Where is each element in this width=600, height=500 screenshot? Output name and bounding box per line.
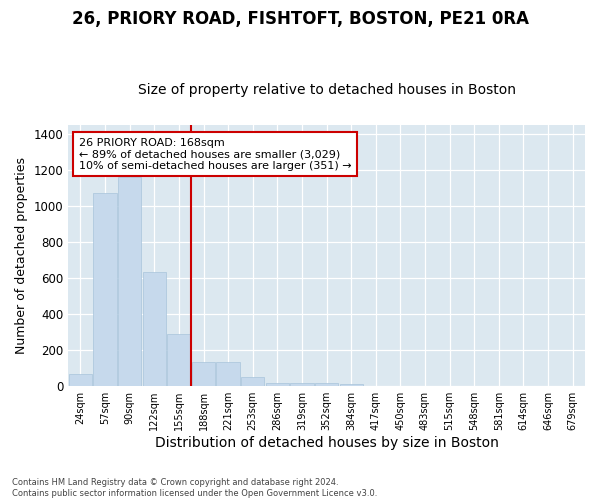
Bar bbox=[290, 382, 314, 386]
Y-axis label: Number of detached properties: Number of detached properties bbox=[15, 157, 28, 354]
Bar bbox=[69, 374, 92, 386]
Text: 26 PRIORY ROAD: 168sqm
← 89% of detached houses are smaller (3,029)
10% of semi-: 26 PRIORY ROAD: 168sqm ← 89% of detached… bbox=[79, 138, 351, 171]
Bar bbox=[167, 334, 191, 386]
Bar bbox=[266, 382, 289, 386]
Bar bbox=[241, 377, 265, 386]
Bar bbox=[118, 177, 142, 386]
Bar bbox=[143, 272, 166, 386]
Text: Contains HM Land Registry data © Crown copyright and database right 2024.
Contai: Contains HM Land Registry data © Crown c… bbox=[12, 478, 377, 498]
Bar bbox=[192, 362, 215, 386]
Bar bbox=[217, 362, 240, 386]
Bar bbox=[94, 193, 117, 386]
X-axis label: Distribution of detached houses by size in Boston: Distribution of detached houses by size … bbox=[155, 436, 499, 450]
Text: 26, PRIORY ROAD, FISHTOFT, BOSTON, PE21 0RA: 26, PRIORY ROAD, FISHTOFT, BOSTON, PE21 … bbox=[71, 10, 529, 28]
Title: Size of property relative to detached houses in Boston: Size of property relative to detached ho… bbox=[137, 83, 515, 97]
Bar bbox=[340, 384, 363, 386]
Bar bbox=[315, 382, 338, 386]
